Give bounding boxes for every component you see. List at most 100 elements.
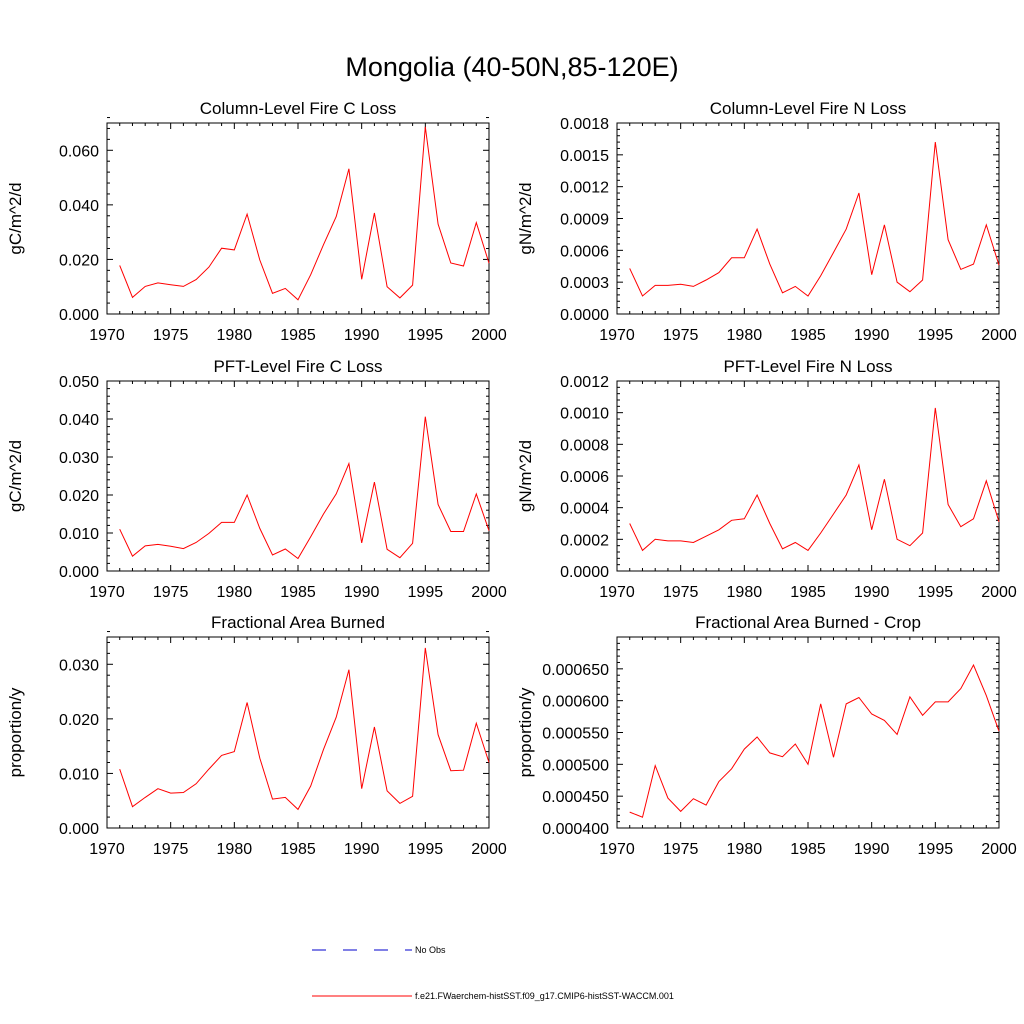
x-tick-label: 1980 (727, 584, 763, 601)
y-tick-label: 0.000650 (542, 662, 609, 679)
chart-panel-5: Fractional Area Burned proportion/y 1970 19… (6, 613, 507, 858)
y-tick-label: 0.0010 (560, 406, 609, 423)
plot-frame (616, 380, 1000, 572)
plot-frame (616, 636, 1000, 829)
panel-title: Fractional Area Burned - Crop (695, 613, 921, 632)
y-tick-label: 0.000600 (542, 694, 609, 711)
y-tick-label: 0.020 (59, 252, 99, 269)
x-tick-label: 1980 (217, 841, 253, 858)
plot-frame (106, 380, 490, 572)
x-tick-label: 1995 (918, 327, 954, 344)
y-tick-label: 0.0012 (560, 374, 609, 391)
x-tick-label: 1970 (89, 327, 125, 344)
panel-title: PFT-Level Fire N Loss (723, 357, 892, 376)
x-tick-label: 1990 (344, 841, 380, 858)
x-tick-label: 1990 (854, 327, 890, 344)
y-tick-label: 0.0015 (560, 148, 609, 165)
y-tick-label: 0.0003 (560, 275, 609, 292)
x-tick-label: 1970 (599, 327, 635, 344)
y-tick-label: 0.0006 (560, 243, 609, 260)
x-tick-label: 1985 (790, 841, 826, 858)
y-axis-label: proportion/y (516, 687, 535, 777)
x-tick-label: 1975 (663, 327, 699, 344)
y-tick-label: 0.0006 (560, 469, 609, 486)
series-line (629, 407, 1000, 552)
chart-panel-1: Column-Level Fire C Loss gC/m^2/d 1970 1975… (6, 99, 507, 344)
panel-title: Column-Level Fire C Loss (200, 99, 397, 118)
y-tick-label: 0.040 (59, 412, 99, 429)
chart-panel-4: PFT-Level Fire N Loss gN/m^2/d 1970 1975 198… (516, 357, 1017, 601)
plot-frame (106, 122, 490, 315)
y-tick-label: 0.050 (59, 374, 99, 391)
x-tick-label: 1995 (408, 584, 444, 601)
series-line (629, 142, 1000, 297)
chart-panel-6: Fractional Area Burned - Crop proportion/… (516, 613, 1017, 858)
x-tick-label: 1995 (918, 584, 954, 601)
y-tick-label: 0.0002 (560, 532, 609, 549)
x-tick-label: 1980 (727, 841, 763, 858)
y-tick-label: 0.000550 (542, 726, 609, 743)
x-tick-label: 1990 (854, 841, 890, 858)
panel-title: PFT-Level Fire C Loss (213, 357, 382, 376)
panel-title: Column-Level Fire N Loss (710, 99, 907, 118)
y-tick-label: 0.010 (59, 766, 99, 783)
x-tick-label: 1990 (854, 584, 890, 601)
y-tick-label: 0.020 (59, 488, 99, 505)
panels: Column-Level Fire C Loss gC/m^2/d 1970 1975… (6, 99, 1017, 858)
x-tick-label: 1975 (153, 841, 189, 858)
y-tick-label: 0.000450 (542, 789, 609, 806)
y-tick-label: 0.000400 (542, 821, 609, 838)
plot-frame (106, 636, 490, 829)
x-tick-label: 1995 (408, 841, 444, 858)
x-tick-label: 1995 (918, 841, 954, 858)
x-tick-label: 1985 (280, 327, 316, 344)
x-tick-label: 1985 (280, 584, 316, 601)
y-tick-label: 0.0009 (560, 212, 609, 229)
legend-model-label: f.e21.FWaerchem-histSST.f09_g17.CMIP6-hi… (415, 991, 674, 1001)
y-axis-label: gC/m^2/d (6, 440, 25, 512)
x-tick-label: 1970 (89, 584, 125, 601)
x-tick-label: 2000 (981, 841, 1017, 858)
x-tick-label: 1990 (344, 584, 380, 601)
y-tick-label: 0.060 (59, 143, 99, 160)
x-tick-label: 2000 (981, 327, 1017, 344)
y-tick-label: 0.0008 (560, 437, 609, 454)
y-axis-label: gN/m^2/d (516, 182, 535, 254)
y-tick-label: 0.0004 (560, 501, 609, 518)
y-tick-label: 0.020 (59, 712, 99, 729)
x-tick-label: 1970 (599, 584, 635, 601)
x-tick-label: 1970 (89, 841, 125, 858)
y-axis-label: gN/m^2/d (516, 440, 535, 512)
x-tick-label: 1980 (727, 327, 763, 344)
series-line (119, 126, 490, 301)
x-tick-label: 1985 (790, 327, 826, 344)
legend: No Obs f.e21.FWaerchem-histSST.f09_g17.C… (312, 945, 674, 1001)
x-tick-label: 2000 (981, 584, 1017, 601)
y-tick-label: 0.030 (59, 450, 99, 467)
panel-title: Fractional Area Burned (211, 613, 385, 632)
series-line (119, 647, 490, 811)
y-tick-label: 0.010 (59, 526, 99, 543)
figure-title: Mongolia (40-50N,85-120E) (345, 52, 678, 82)
y-tick-label: 0.000 (59, 564, 99, 581)
x-tick-label: 2000 (471, 327, 507, 344)
x-tick-label: 2000 (471, 584, 507, 601)
y-tick-label: 0.0018 (560, 116, 609, 133)
x-tick-label: 1975 (153, 327, 189, 344)
y-axis-label: gC/m^2/d (6, 182, 25, 254)
x-tick-label: 1995 (408, 327, 444, 344)
y-tick-label: 0.0000 (560, 307, 609, 324)
x-tick-label: 1970 (599, 841, 635, 858)
x-tick-label: 2000 (471, 841, 507, 858)
chart-panel-3: PFT-Level Fire C Loss gC/m^2/d 1970 1975 198… (6, 357, 507, 601)
y-tick-label: 0.0000 (560, 564, 609, 581)
series-line (629, 663, 1000, 818)
legend-obs-label: No Obs (415, 945, 446, 955)
y-tick-label: 0.030 (59, 657, 99, 674)
x-tick-label: 1975 (663, 584, 699, 601)
x-tick-label: 1975 (153, 584, 189, 601)
y-tick-label: 0.0012 (560, 180, 609, 197)
chart-panel-2: Column-Level Fire N Loss gN/m^2/d 1970 1975… (516, 99, 1017, 344)
series-line (119, 416, 490, 560)
